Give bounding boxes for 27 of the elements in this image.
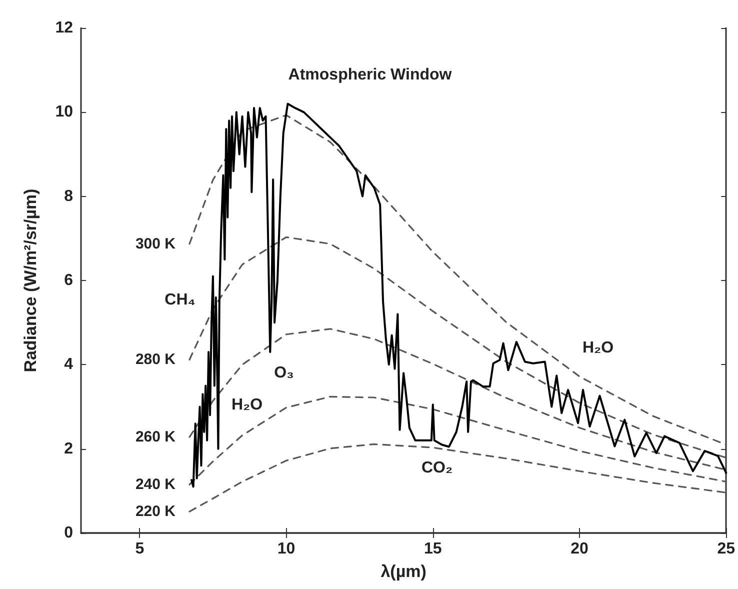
y-axis-title: Radiance (W/m²/sr/µm) [21,188,40,372]
y-tick-label: 6 [64,272,74,289]
x-tick-label: 15 [424,540,442,558]
x-tick-label: 20 [570,540,588,558]
annotation: H₂O [582,340,614,356]
x-tick-label: 10 [277,540,296,558]
annotation: CH₄ [164,292,196,308]
annotation: O₃ [274,364,294,382]
x-tick-label: 5 [135,540,144,558]
y-tick-label: 4 [64,356,74,374]
y-tick-label: 10 [55,104,74,121]
y-tick-label: 0 [64,524,74,542]
x-tick-label: 25 [717,540,736,558]
series-label: 260 K [135,428,176,446]
series-label: 220 K [135,503,176,520]
y-tick-label: 12 [55,20,74,36]
x-axis-title: λ(µm) [380,562,426,581]
series-label: 300 K [135,235,176,252]
annotation: Atmospheric Window [288,66,452,84]
line-series [188,396,727,486]
annotation: H₂O [231,396,263,414]
line-series [188,443,727,512]
series-label: 280 K [135,351,176,368]
y-tick-label: 8 [64,188,74,205]
series-label: 240 K [135,476,176,494]
annotation: CO₂ [421,460,453,476]
y-tick-label: 2 [64,440,74,458]
